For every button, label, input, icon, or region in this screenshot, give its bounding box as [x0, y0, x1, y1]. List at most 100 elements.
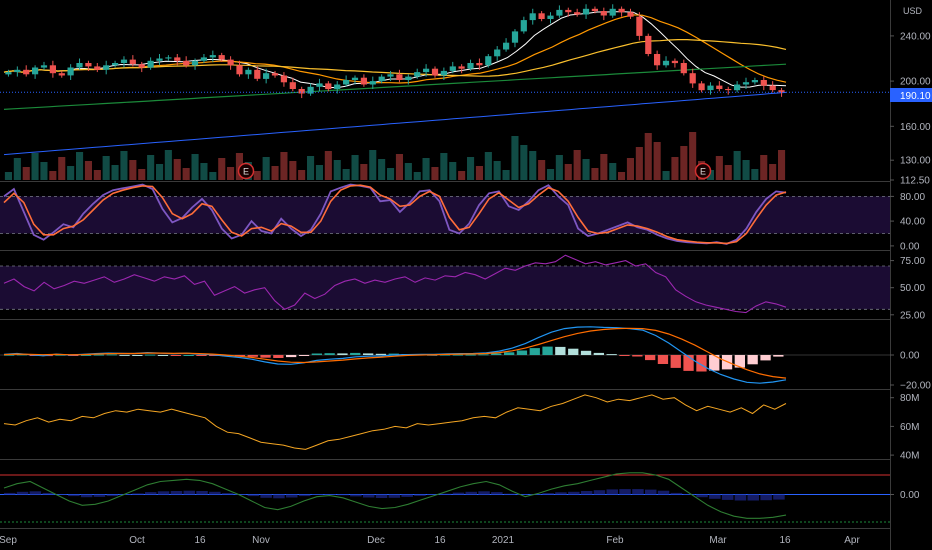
y-tick-label: 40M	[900, 451, 919, 462]
candle-body	[725, 89, 732, 91]
y-tick-label: 240.00	[900, 31, 931, 42]
y-tick-label: 40.00	[900, 217, 925, 228]
candle-body	[654, 54, 661, 66]
macd-histogram-bar	[132, 355, 143, 356]
volume-bar	[138, 169, 146, 180]
oscillator-bar	[260, 494, 272, 498]
oscillator-bar	[170, 491, 183, 495]
candle-body	[280, 75, 287, 83]
volume-bar	[200, 163, 208, 180]
oscillator-bar	[670, 492, 683, 495]
price-axis[interactable]: 240.00 200.00 160.00 130.00 112.50 80.00 40.00…	[890, 31, 931, 501]
candle-body	[645, 35, 652, 54]
y-tick-label: 25.00	[900, 310, 925, 321]
volume-bar	[404, 163, 412, 180]
candle-body	[360, 77, 367, 85]
macd-histogram-bar	[657, 355, 669, 364]
candle-body	[636, 16, 643, 36]
candle-body	[165, 57, 172, 59]
candle-body	[698, 83, 705, 91]
oscillator-bar	[427, 494, 439, 495]
candle-body	[467, 63, 474, 69]
ma-longest-line	[3, 91, 787, 156]
candle-body	[742, 82, 750, 85]
y-tick-label: −20.00	[900, 381, 931, 392]
volume-bar	[120, 151, 128, 180]
volume-bar	[547, 169, 555, 180]
x-tick-label: 16	[194, 535, 206, 546]
candle-body	[40, 65, 48, 68]
volume-bar	[22, 167, 30, 180]
oscillator-bar	[247, 494, 260, 497]
candle-body	[112, 63, 119, 66]
volume-bar	[182, 168, 190, 180]
candle-body	[325, 83, 332, 90]
volume-bar	[102, 156, 110, 180]
volume-bar	[209, 172, 217, 180]
volume-bar	[227, 167, 235, 180]
candle-body	[511, 31, 519, 43]
macd-histogram-bar	[747, 355, 758, 365]
candle-body	[618, 8, 625, 13]
candle-body	[414, 72, 421, 77]
x-tick-label: Apr	[844, 535, 860, 546]
candle-body	[76, 63, 83, 68]
macd-histogram-bar	[157, 355, 169, 356]
candle-body	[760, 80, 767, 86]
macd-histogram-bar	[760, 355, 771, 361]
candle-body	[600, 11, 607, 16]
candle-body	[85, 63, 92, 67]
volume-bar	[387, 168, 395, 180]
y-tick-label: 160.00	[900, 122, 931, 133]
candle-body	[103, 65, 110, 70]
candle-body	[209, 55, 216, 58]
candle-body	[49, 65, 56, 74]
volume-bar	[778, 150, 786, 180]
candle-body	[14, 69, 21, 73]
volume-bar	[662, 171, 670, 180]
oscillator-bar	[273, 494, 285, 499]
oscillator-bar	[734, 494, 747, 501]
time-axis[interactable]: Sep Oct 16 Nov Dec 16 2021 Feb Mar 16 Apr	[0, 535, 860, 546]
oscillator-bar	[760, 494, 772, 501]
volume-bar	[760, 155, 768, 180]
volume-bar	[58, 157, 66, 180]
macd-histogram-bar	[196, 355, 207, 356]
macd-histogram-bar	[234, 355, 246, 357]
oscillator-bar	[4, 492, 16, 495]
oscillator-bar	[80, 494, 93, 498]
candle-body	[387, 74, 394, 77]
macd-histogram-bar	[683, 355, 694, 371]
candle-body	[67, 67, 74, 76]
volume-bar	[129, 160, 137, 180]
x-tick-label: Nov	[252, 535, 270, 546]
macd-histogram-bar	[478, 354, 489, 356]
volume-bar	[289, 161, 297, 180]
volume-bar	[271, 166, 279, 180]
candle-body	[183, 60, 190, 66]
volume-bar	[706, 170, 714, 180]
volume-bar	[715, 156, 723, 180]
volume-bar	[298, 170, 306, 180]
oscillator-bar	[657, 490, 670, 495]
candle-body	[369, 81, 376, 85]
candle-body	[129, 59, 136, 65]
y-tick-label: 60M	[900, 422, 919, 433]
oscillator-panel	[0, 472, 890, 523]
candle-body	[263, 73, 270, 79]
candle-body	[191, 60, 199, 66]
candle-body	[32, 67, 39, 75]
volume-bar	[218, 158, 226, 180]
volume-bar	[689, 132, 697, 180]
macd-histogram-bar	[619, 355, 630, 356]
oscillator-bar	[196, 491, 208, 495]
candle-body	[520, 20, 527, 32]
stochastic-panel	[0, 183, 890, 245]
candle-body	[120, 59, 128, 63]
candle-body	[174, 57, 181, 61]
oscillator-bar	[93, 494, 106, 497]
candle-body	[627, 12, 634, 17]
volume-bar	[493, 161, 501, 180]
